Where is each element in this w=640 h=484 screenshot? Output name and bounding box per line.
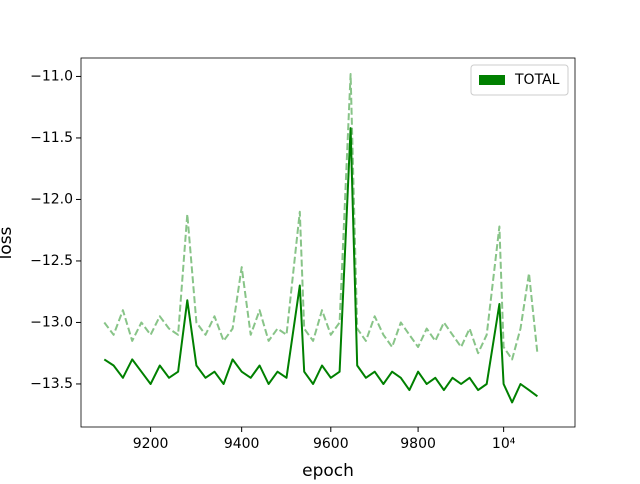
x-tick-label: 9200 xyxy=(133,436,169,452)
x-tick-label: 9400 xyxy=(224,436,260,452)
y-tick-label: −13.0 xyxy=(30,314,73,330)
plot-frame xyxy=(80,57,576,428)
x-tick-label: 9600 xyxy=(313,436,349,452)
y-tick-label: −11.5 xyxy=(30,130,73,146)
y-axis-label: loss xyxy=(0,226,16,259)
y-tick-label: −11.0 xyxy=(30,68,73,84)
y-tick-label: −12.5 xyxy=(30,253,73,269)
legend-swatch xyxy=(479,75,505,85)
y-tick-label: −13.5 xyxy=(30,376,73,392)
x-tick-label: 10⁴ xyxy=(492,436,516,452)
series-line xyxy=(103,127,538,404)
series-line xyxy=(103,73,539,361)
legend-label: TOTAL xyxy=(514,72,560,88)
x-axis-label: epoch xyxy=(302,461,354,480)
y-tick-label: −12.0 xyxy=(30,191,73,207)
x-tick-label: 9800 xyxy=(400,436,436,452)
legend-box xyxy=(470,64,569,96)
